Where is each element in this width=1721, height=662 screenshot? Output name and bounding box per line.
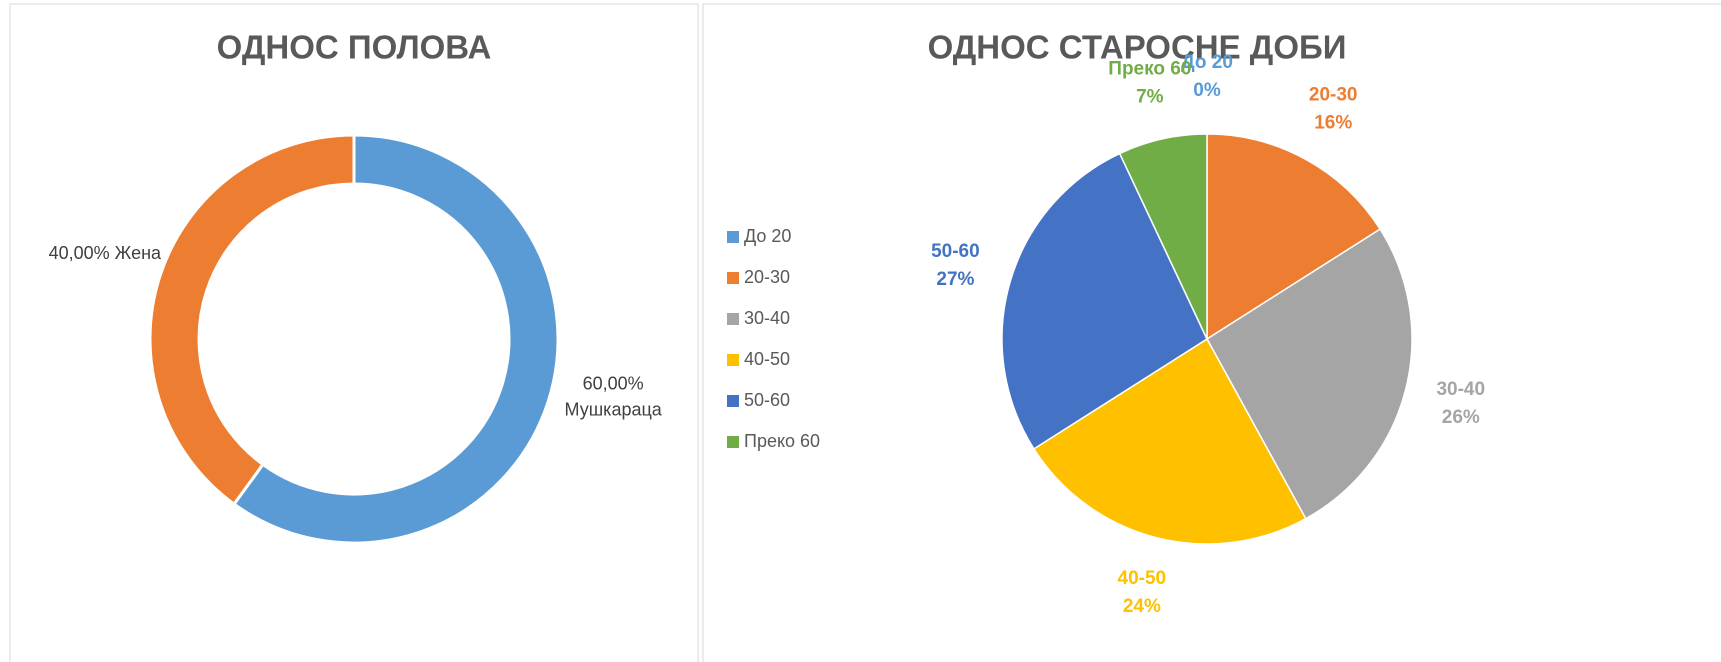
donut-slice (231, 133, 560, 545)
category-label: 50-60 (931, 241, 980, 262)
data-label: 24% (1123, 596, 1161, 617)
data-label: 27% (936, 269, 974, 290)
data-label: 7% (1136, 86, 1164, 107)
pie-slice (1032, 337, 1307, 545)
category-label: Мушкараца (565, 400, 663, 420)
data-label: 0% (1193, 80, 1221, 101)
chart-title: ОДНОС ПОЛОВА (217, 29, 492, 66)
data-label: 60,00% (583, 374, 644, 394)
category-label: 30-40 (1436, 379, 1485, 400)
legend-swatch (727, 436, 739, 448)
legend-swatch (727, 395, 739, 407)
legend-swatch (727, 272, 739, 284)
category-label: До 20 (1181, 52, 1233, 73)
data-label: 16% (1314, 112, 1352, 133)
legend-label: 50-60 (744, 390, 790, 410)
legend-label: До 20 (744, 226, 791, 246)
category-label: 20-30 (1309, 84, 1358, 105)
panel-frame (9, 3, 699, 662)
chart-title: ОДНОС СТАРОСНЕ ДОБИ (928, 29, 1347, 66)
legend-label: Преко 60 (744, 431, 820, 451)
data-label-value: 40,00% (49, 243, 110, 263)
pie-slice (1206, 228, 1413, 520)
pie-slice (1118, 133, 1208, 340)
legend-swatch (727, 231, 739, 243)
legend-label: 40-50 (744, 349, 790, 369)
legend-swatch (727, 354, 739, 366)
category-label: Преко 60 (1108, 58, 1191, 79)
legend-label: 20-30 (744, 267, 790, 287)
category-label: Жена (115, 243, 162, 263)
category-label: 40-50 (1118, 568, 1167, 589)
panel-frame (702, 3, 1721, 662)
pie-slice (1206, 133, 1382, 341)
donut-slice (148, 133, 356, 507)
pie-slice (1001, 152, 1208, 450)
legend-swatch (727, 313, 739, 325)
data-label: 26% (1442, 407, 1480, 428)
legend-label: 30-40 (744, 308, 790, 328)
data-label: 40,00% Жена (49, 243, 162, 263)
